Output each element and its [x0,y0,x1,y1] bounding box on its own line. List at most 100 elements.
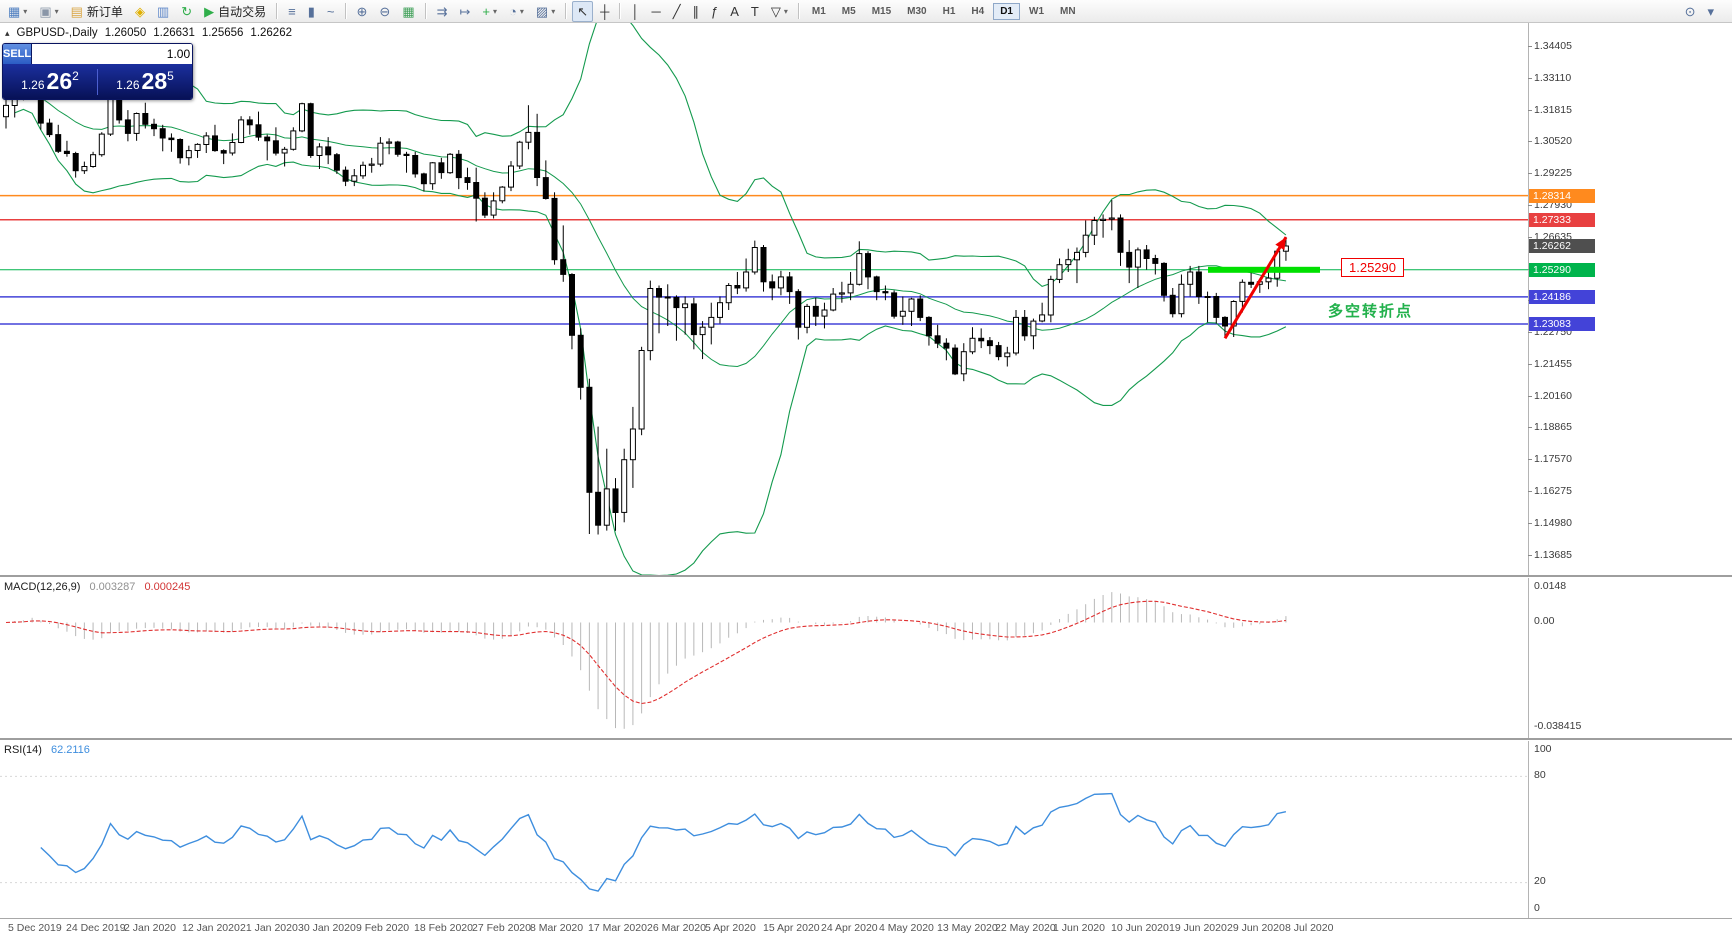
search-symbol-button[interactable]: ⊙ [1680,1,1701,22]
price-tick-label: 1.20160 [1534,390,1572,402]
macd-name: MACD(12,26,9) [4,581,81,593]
sell-price-base: 1.26 [21,78,45,92]
templates-icon: ▨ [535,3,549,19]
auto-scroll-button[interactable]: ⇉ [432,1,453,22]
toolbar-separator [565,3,568,19]
macd-axis-min: -0.038415 [1534,720,1582,732]
rsi-panel-splitter[interactable] [0,738,1732,741]
fibonacci-tool-button[interactable]: ƒ [706,1,723,22]
profiles-button[interactable]: ▣ ▾ [34,1,63,22]
macd-indicator-label: MACD(12,26,9) 0.003287 0.000245 [4,581,190,593]
timeframe-h1-button[interactable]: H1 [942,5,956,17]
ohlc-low: 1.25656 [201,27,244,39]
timeframe-m5-button[interactable]: M5 [841,5,856,17]
price-tick-label: 1.17570 [1534,453,1572,465]
timeframe-toolbar: M1 M5 M15 M30 H1 H4 D1 W1 MN [804,0,1084,22]
ohlc-close: 1.26262 [250,27,292,39]
market-depth-button[interactable]: ▥ [152,1,174,22]
annotation-note[interactable]: 多空转折点 [1328,303,1414,320]
shapes-tool-icon: ▽ [770,3,781,19]
price-scale-border [1528,23,1529,918]
timeframe-d1-button[interactable]: D1 [993,2,1020,20]
label-tool-button[interactable]: T [746,1,764,22]
price-chart-plot[interactable] [0,23,1528,575]
bar-chart-type-button[interactable]: ≡ [283,1,301,22]
price-callout[interactable]: 1.25290 [1341,258,1404,277]
price-axis-tickmark [1528,427,1532,428]
zoom-in-button[interactable]: ⊕ [352,1,373,22]
new-chart-button[interactable]: ▦ ▾ [3,1,32,22]
price-tick-label: 1.18865 [1534,421,1572,433]
timeframe-m15-button[interactable]: M15 [871,5,892,17]
new-order-button-label: 新订单 [86,4,123,19]
candlestick-type-button[interactable]: ▮ [303,1,320,22]
cursor-tool-button[interactable]: ↖ [572,0,594,22]
new-order-button[interactable]: ▤ 新订单 [66,1,128,22]
rsi-axis-0: 0 [1534,902,1540,914]
price-axis-tickmark [1528,237,1532,238]
chart-header: ▴ GBPUSD-,Daily 1.26050 1.26631 1.25656 … [5,27,292,39]
channel-tool-button[interactable]: ∥ [688,1,705,22]
symbols-icon: ◈ [134,3,145,19]
timeframe-h4-button[interactable]: H4 [971,5,985,17]
price-axis-tickmark [1528,46,1532,47]
price-axis-tickmark [1528,173,1532,174]
toolbar-separator [344,3,347,19]
sell-button[interactable]: SELL [3,44,32,64]
toolbar-separator [424,3,427,19]
one-click-trading-panel: SELL ▴ ▾ BUY 1.26262 1.26285 [2,43,193,100]
candlestick-type-icon: ▮ [307,3,315,19]
autotrading-button-label: 自动交易 [218,4,267,19]
zoom-out-button[interactable]: ⊖ [374,1,395,22]
collapse-panel-icon[interactable]: ▴ [5,27,10,38]
caret-down-icon: ▾ [519,6,524,16]
indicators-button[interactable]: + ▾ [477,1,502,22]
refresh-button[interactable]: ↻ [176,1,197,22]
rsi-name: RSI(14) [4,744,42,756]
profiles-icon: ▣ [39,3,52,19]
crosshair-tool-button[interactable]: ┼ [595,1,614,22]
toolbar-right-group: ⊙ ▾ [1679,0,1730,22]
tile-windows-button[interactable]: ▦ [397,1,419,22]
shapes-tool-button[interactable]: ▽ ▾ [766,1,793,22]
channel-tool-icon: ∥ [692,3,700,19]
line-chart-type-button[interactable]: ~ [322,1,340,22]
autotrading-button[interactable]: ▶ 自动交易 [199,1,271,22]
refresh-icon: ↻ [181,3,193,19]
sell-price[interactable]: 1.26262 [3,68,97,95]
timeframe-m30-button[interactable]: M30 [907,5,927,17]
templates-button[interactable]: ▨ ▾ [531,1,560,22]
autotrading-icon: ▶ [204,3,215,19]
macd-axis-max: 0.0148 [1534,580,1567,592]
chart-shift-button[interactable]: ↦ [455,1,476,22]
date-label: 2 Jan 2020 [124,922,176,934]
vline-tool-button[interactable]: │ [626,1,644,22]
price-tag: 1.25290 [1529,263,1595,277]
caret-down-icon: ▾ [551,6,556,16]
tile-windows-icon: ▦ [402,3,415,19]
buy-price[interactable]: 1.26285 [98,68,192,95]
volume-input[interactable] [32,44,192,64]
trendline-tool-button[interactable]: ╱ [668,1,686,22]
date-label: 27 Feb 2020 [472,922,531,934]
date-label: 4 May 2020 [879,922,934,934]
price-tick-label: 1.34405 [1534,40,1572,52]
rsi-axis-80: 80 [1534,769,1546,781]
rsi-plot[interactable] [0,741,1528,918]
rsi-axis-20: 20 [1534,875,1546,887]
indicators-icon: + [482,3,491,19]
macd-panel-splitter[interactable] [0,575,1732,578]
zoom-out-icon: ⊖ [379,3,391,19]
timeframe-w1-button[interactable]: W1 [1029,5,1044,17]
symbols-button[interactable]: ◈ [130,1,150,22]
timeframe-m1-button[interactable]: M1 [811,5,826,17]
periods-button[interactable]: ◔ ▾ [504,1,529,22]
hline-tool-button[interactable]: ─ [646,1,665,22]
periods-icon: ◔ [509,3,517,19]
date-label: 9 Feb 2020 [356,922,410,934]
macd-plot[interactable] [0,578,1528,738]
text-tool-button[interactable]: A [725,1,744,22]
toolbar-options-button[interactable]: ▾ [1702,1,1719,22]
timeframe-mn-button[interactable]: MN [1060,5,1076,17]
cursor-tool-icon: ↖ [577,3,589,19]
